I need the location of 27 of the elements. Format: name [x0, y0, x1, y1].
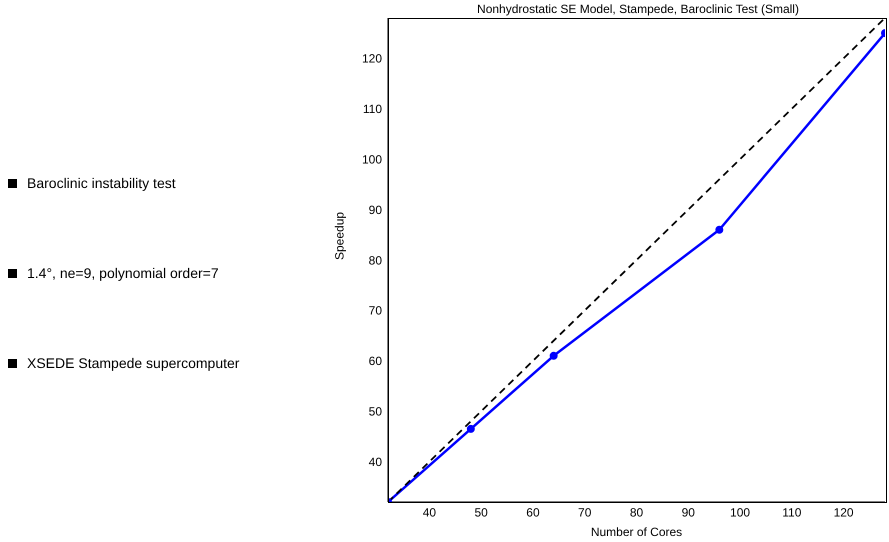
y-tick-label: 120 — [362, 52, 382, 66]
point — [550, 352, 558, 360]
y-tick-label: 110 — [362, 102, 382, 116]
text: 1.4°, ne=9, polynomial order=7 — [27, 265, 219, 281]
y-tick-label: 100 — [362, 152, 382, 166]
x-tick-label: 40 — [422, 506, 436, 520]
x-tick-label: 70 — [578, 506, 592, 520]
x-tick-label: 90 — [682, 506, 696, 520]
point — [466, 424, 475, 433]
x-tick-label: 100 — [730, 506, 750, 520]
x-tick-label: 60 — [526, 506, 540, 520]
y-tick-label: 40 — [368, 454, 382, 469]
y-tick-label: 90 — [368, 202, 382, 217]
chart-title: Nonhydrostatic SE Model, Stampede, Baroclinic Test (Small) — [476, 2, 800, 16]
x-axis-title: Number of Cores — [590, 525, 682, 539]
y-tick-label: 70 — [368, 304, 382, 318]
text: XSEDE Stampede supercomputer — [27, 355, 240, 371]
point — [715, 226, 724, 234]
x-tick-label: 110 — [782, 506, 802, 520]
x-tick-label: 80 — [630, 506, 644, 520]
x-tick-label: 120 — [834, 506, 854, 520]
y-tick-label: 60 — [368, 354, 382, 368]
y-tick-label: 80 — [368, 253, 382, 268]
x-tick-label: 50 — [474, 506, 488, 520]
y-axis-title: Speedup — [332, 212, 346, 260]
y-tick-label: 50 — [368, 404, 382, 419]
text: Baroclinic instability test — [27, 175, 176, 191]
